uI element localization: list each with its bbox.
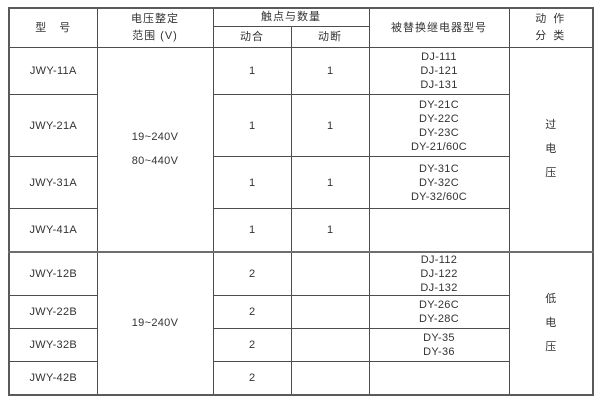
nc-count-cell	[290, 250, 370, 296]
nc-count-cell: 1	[290, 156, 370, 209]
nc-count-cell: 1	[290, 208, 370, 252]
nc-count-cell	[290, 327, 370, 362]
header-replaced-models: 被替换继电器型号	[368, 7, 510, 48]
no-count-cell: 2	[212, 360, 292, 396]
action-class-cell: 低 电 压	[508, 250, 594, 396]
model-cell: JWY-41A	[8, 208, 98, 252]
replaced-models-cell: DJ-112 DJ-122 DJ-132	[368, 250, 510, 296]
model-cell: JWY-12B	[8, 250, 98, 296]
replaced-models-cell: DJ-111 DJ-121 DJ-131	[368, 47, 510, 95]
model-cell: JWY-32B	[8, 327, 98, 362]
no-count-cell: 1	[212, 94, 292, 157]
header-nc-contact: 动断	[290, 26, 370, 48]
voltage-cell: 19~240V 80~440V	[96, 47, 214, 252]
no-count-cell: 1	[212, 156, 292, 209]
no-count-cell: 2	[212, 250, 292, 296]
model-cell: JWY-22B	[8, 294, 98, 329]
table-row: JWY-12B 19~240V 2 DJ-112 DJ-122 DJ-132 低…	[8, 250, 594, 396]
replaced-models-cell: DY-26C DY-28C	[368, 294, 510, 329]
replaced-models-cell	[368, 360, 510, 396]
model-cell: JWY-11A	[8, 47, 98, 95]
header-voltage-range: 电压整定 范围 (V)	[96, 7, 214, 48]
header-action-class: 动 作 分 类	[508, 7, 594, 48]
replaced-models-cell	[368, 208, 510, 252]
nc-count-cell: 1	[290, 94, 370, 157]
table-row: JWY-11A 19~240V 80~440V 1 1 DJ-111 DJ-12…	[8, 47, 594, 252]
header-row-top: 型 号 电压整定 范围 (V) 触点与数量 被替换继电器型号 动 作 分 类	[8, 7, 594, 48]
header-no-contact: 动合	[212, 26, 292, 48]
header-model: 型 号	[8, 7, 98, 48]
no-count-cell: 2	[212, 327, 292, 362]
nc-count-cell: 1	[290, 47, 370, 95]
table-row: JWY-41A 1 1	[8, 208, 593, 252]
voltage-cell: 19~240V	[96, 250, 214, 396]
no-count-cell: 1	[212, 208, 292, 252]
table-row: JWY-32B 2 DY-35 DY-36	[8, 327, 593, 362]
action-class-cell: 过 电 压	[508, 47, 594, 252]
table-row: JWY-21A 1 1 DY-21C DY-22C DY-23C DY-21/6…	[8, 94, 593, 157]
table-row: JWY-42B 2	[8, 360, 593, 396]
model-cell: JWY-21A	[8, 94, 98, 157]
replaced-models-cell: DY-35 DY-36	[368, 327, 510, 362]
replaced-models-cell: DY-21C DY-22C DY-23C DY-21/60C	[368, 94, 510, 157]
nc-count-cell	[290, 294, 370, 329]
table-row: JWY-31A 1 1 DY-31C DY-32C DY-32/60C	[8, 156, 593, 209]
replaced-models-cell: DY-31C DY-32C DY-32/60C	[368, 156, 510, 209]
model-cell: JWY-42B	[8, 360, 98, 396]
table-row: JWY-22B 2 DY-26C DY-28C	[8, 294, 593, 329]
header-contacts: 触点与数量	[212, 7, 370, 27]
no-count-cell: 2	[212, 294, 292, 329]
no-count-cell: 1	[212, 47, 292, 95]
nc-count-cell	[290, 360, 370, 396]
model-cell: JWY-31A	[8, 156, 98, 209]
relay-spec-table: 型 号 电压整定 范围 (V) 触点与数量 被替换继电器型号 动 作 分 类 动…	[8, 7, 594, 396]
